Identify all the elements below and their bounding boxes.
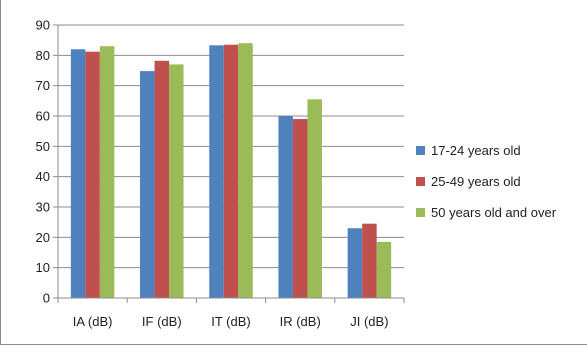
y-tick-label-10: 10 — [36, 260, 50, 275]
x-tick-label-4: JI (dB) — [350, 314, 388, 329]
legend: 17-24 years old 25-49 years old 50 years o… — [416, 143, 557, 220]
bar-2-1 — [223, 44, 239, 298]
axes — [53, 24, 405, 303]
bar-0-1 — [85, 51, 100, 299]
legend-label-1: 25-49 years old — [431, 174, 521, 189]
bar-1-2 — [169, 64, 184, 298]
bar-4-2 — [376, 241, 392, 298]
bar-3-2 — [307, 99, 322, 298]
bar-1-0 — [140, 71, 155, 299]
y-tick-label-50: 50 — [36, 139, 50, 154]
bar-2-0 — [209, 45, 224, 298]
x-tick-label-3: IR (dB) — [280, 314, 321, 329]
x-tick-label-0: IA (dB) — [73, 314, 113, 329]
bar-4-0 — [347, 228, 363, 298]
legend-swatch-1 — [416, 177, 425, 186]
y-tick-label-70: 70 — [36, 78, 50, 93]
legend-swatch-0 — [416, 146, 425, 155]
y-tick-label-40: 40 — [36, 169, 50, 184]
y-tick-label-90: 90 — [36, 18, 50, 33]
x-tick-labels: IA (dB) IF (dB) IT (dB) IR (dB) JI (dB) — [73, 314, 389, 329]
y-tick-label-20: 20 — [36, 230, 50, 245]
bar-0-0 — [70, 49, 86, 299]
legend-swatch-2 — [416, 208, 425, 217]
y-tick-labels: 0 10 20 30 40 50 60 70 80 90 — [36, 18, 50, 306]
bar-3-0 — [278, 116, 293, 298]
bar-2-2 — [238, 43, 253, 299]
y-tick-label-80: 80 — [36, 48, 50, 63]
bar-3-1 — [292, 119, 308, 299]
x-tick-label-1: IF (dB) — [142, 314, 182, 329]
y-tick-label-60: 60 — [36, 109, 50, 124]
bar-4-1 — [362, 223, 377, 298]
x-tick-label-2: IT (dB) — [211, 314, 251, 329]
legend-label-0: 17-24 years old — [431, 143, 521, 158]
y-tick-label-30: 30 — [36, 200, 50, 215]
legend-label-2: 50 years old and over — [431, 205, 557, 220]
bar-0-2 — [99, 46, 115, 298]
y-tick-label-0: 0 — [43, 291, 50, 306]
bars — [70, 43, 392, 299]
bar-1-1 — [154, 60, 170, 298]
